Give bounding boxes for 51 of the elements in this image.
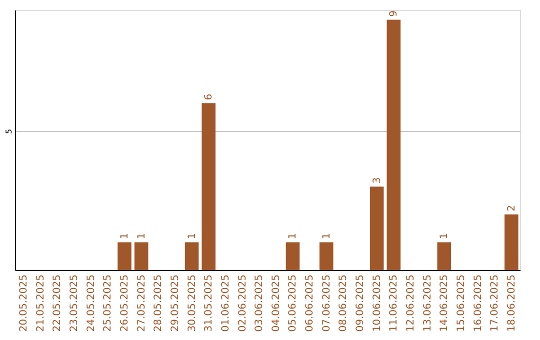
x-tick-label: 09.06.2025 xyxy=(355,274,366,332)
x-tick-label: 12.06.2025 xyxy=(405,274,416,332)
x-tick-label: 28.05.2025 xyxy=(153,274,164,332)
x-tick-label: 27.05.2025 xyxy=(136,274,148,332)
data-label: 1 xyxy=(288,232,299,240)
data-label: 1 xyxy=(321,232,332,240)
bar xyxy=(437,242,452,270)
y-tick-label: 5 xyxy=(4,128,14,134)
bar xyxy=(134,242,148,270)
x-tick-label: 20.05.2025 xyxy=(18,274,30,332)
data-label: 1 xyxy=(120,232,131,240)
x-tick-label: 06.06.2025 xyxy=(304,274,316,332)
bar xyxy=(370,186,384,270)
x-tick-label: 26.05.2025 xyxy=(120,274,131,332)
x-tick-label: 01.06.2025 xyxy=(220,274,232,332)
data-label: 2 xyxy=(506,205,518,212)
x-tick-label: 21.05.2025 xyxy=(35,274,46,332)
x-tick-label: 05.06.2025 xyxy=(288,274,299,332)
bar xyxy=(319,242,334,270)
x-tick-label: 02.06.2025 xyxy=(237,274,248,332)
data-label: 1 xyxy=(136,232,148,240)
x-tick-label: 14.06.2025 xyxy=(439,274,450,332)
x-tick-label: 08.06.2025 xyxy=(338,274,350,332)
bar xyxy=(118,242,132,270)
x-tick-label: 23.05.2025 xyxy=(69,274,80,332)
x-tick-label: 10.06.2025 xyxy=(372,274,383,332)
bar xyxy=(202,103,216,270)
x-tick-label: 11.06.2025 xyxy=(388,274,400,332)
x-tick-label: 04.06.2025 xyxy=(270,274,282,332)
bar xyxy=(184,242,199,270)
bar xyxy=(286,242,300,270)
x-tick-label: 15.06.2025 xyxy=(456,274,467,332)
data-label: 3 xyxy=(372,177,383,184)
data-label: 9 xyxy=(388,10,400,17)
data-label: 6 xyxy=(204,94,215,100)
x-tick-label: 29.05.2025 xyxy=(170,274,181,332)
x-tick-label: 03.06.2025 xyxy=(254,274,266,332)
x-tick-label: 24.05.2025 xyxy=(86,274,97,332)
x-tick-label: 16.06.2025 xyxy=(472,274,484,332)
x-tick-label: 18.06.2025 xyxy=(506,274,518,332)
x-tick-label: 22.05.2025 xyxy=(52,274,64,332)
x-tick-label: 17.06.2025 xyxy=(490,274,501,332)
x-tick-label: 30.05.2025 xyxy=(186,274,198,332)
bar xyxy=(504,214,518,270)
x-tick-label: 31.05.2025 xyxy=(204,274,215,332)
x-tick-label: 25.05.2025 xyxy=(102,274,114,332)
x-tick-label: 07.06.2025 xyxy=(321,274,332,332)
data-label: 1 xyxy=(439,232,450,240)
x-tick-label: 13.06.2025 xyxy=(422,274,434,332)
data-label: 1 xyxy=(186,232,198,240)
bar xyxy=(386,20,401,270)
